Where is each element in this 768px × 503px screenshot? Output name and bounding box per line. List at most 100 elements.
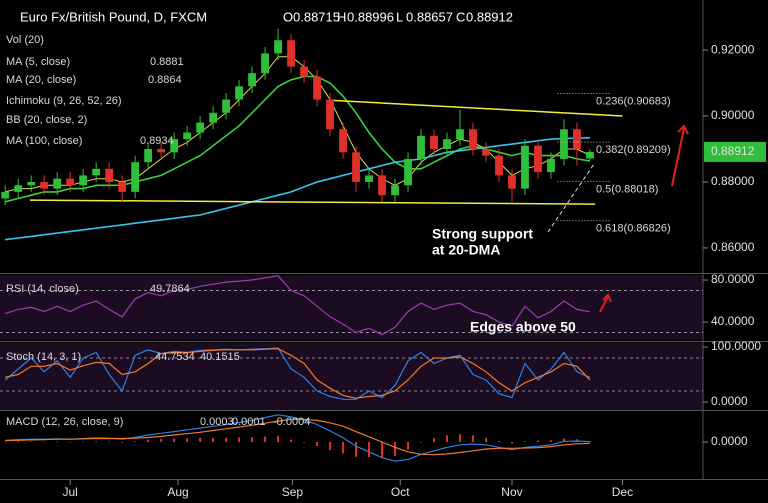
y-tick-label: 0.86000 xyxy=(711,240,755,254)
candle-body xyxy=(118,181,127,192)
histogram-bar xyxy=(407,442,410,450)
ohlc-value: 0.88715 xyxy=(293,9,340,24)
candle-body xyxy=(482,149,490,156)
legend-value: 44.7534 xyxy=(155,351,195,363)
candle-body xyxy=(274,40,282,54)
panel-title: MACD (12, 26, close, 9) xyxy=(6,416,123,428)
legend-value: 49.7864 xyxy=(150,283,190,295)
price-tag xyxy=(704,141,766,162)
candle-body xyxy=(391,185,399,196)
legend-label: MA (20, close) xyxy=(6,74,76,86)
fib-label: 0.236(0.90683) xyxy=(596,95,671,107)
histogram-bar xyxy=(277,435,280,443)
candle-body xyxy=(404,158,412,186)
histogram-bar xyxy=(225,437,228,443)
series-line xyxy=(5,56,591,193)
candle-body xyxy=(53,178,62,189)
histogram-bar xyxy=(316,442,319,447)
candle-body xyxy=(235,86,243,100)
ohlc-key: H xyxy=(337,9,346,24)
candle-body xyxy=(196,122,205,133)
stoch-panel-bg xyxy=(0,343,703,410)
panel-title: RSI (14, close) xyxy=(6,283,79,295)
annotation: Edges above 50 xyxy=(470,319,576,335)
indicator-label: BB (20, close, 2) xyxy=(6,114,87,126)
histogram-bar xyxy=(264,436,267,443)
histogram-bar xyxy=(69,442,72,443)
indicator-label: Ichimoku (9, 26, 52, 26) xyxy=(6,95,122,107)
candle-body xyxy=(378,175,386,196)
histogram-bar xyxy=(471,435,474,443)
candle-body xyxy=(287,40,295,67)
histogram-bar xyxy=(43,441,46,443)
histogram-bar xyxy=(303,442,306,443)
candle-body xyxy=(1,191,10,199)
histogram-bar xyxy=(342,442,345,454)
histogram-bar xyxy=(56,441,59,443)
candle-body xyxy=(105,168,114,182)
candle-body xyxy=(170,139,179,153)
histogram-bar xyxy=(355,442,358,457)
fib-label: 0.5(0.88018) xyxy=(596,183,658,195)
arrow xyxy=(671,124,689,187)
candle-body xyxy=(157,149,166,153)
x-tick-label: Dec xyxy=(612,485,633,499)
histogram-bar xyxy=(186,438,189,443)
chart-title: Euro Fx/British Pound, D, FXCM xyxy=(20,9,207,24)
candle-body xyxy=(365,175,373,182)
series-line xyxy=(5,275,591,336)
candle-body xyxy=(495,155,503,176)
ohlc-key: O xyxy=(283,9,293,24)
histogram-bar xyxy=(199,437,202,443)
histogram-bar xyxy=(108,441,111,443)
candle-body xyxy=(261,53,269,74)
candle-body xyxy=(352,152,360,182)
price-tag-label: 0.88912 xyxy=(711,144,755,158)
legend-value: 0.8881 xyxy=(150,56,184,68)
histogram-bar xyxy=(147,439,150,443)
y-tick-label: 0.88000 xyxy=(711,174,755,188)
histogram-bar xyxy=(484,437,487,443)
candle-body xyxy=(300,66,308,77)
fib-label: 0.382(0.89209) xyxy=(596,144,671,156)
candle-body xyxy=(248,73,256,87)
series-line xyxy=(5,137,590,241)
y-tick-label: 80.0000 xyxy=(711,272,755,286)
candle-body xyxy=(326,99,334,130)
legend-value: 0.0003 xyxy=(200,416,234,428)
histogram-bar xyxy=(433,438,436,443)
histogram-bar xyxy=(588,440,591,443)
candle-body xyxy=(131,162,140,192)
ohlc-key: C xyxy=(456,9,465,24)
histogram-bar xyxy=(549,440,552,443)
candle-body xyxy=(456,129,464,140)
histogram-bar xyxy=(368,442,371,458)
y-tick-label: 100.0000 xyxy=(711,339,761,353)
candle-body xyxy=(79,175,88,186)
candle-body xyxy=(27,181,36,186)
histogram-bar xyxy=(95,441,98,443)
candle-body xyxy=(560,129,568,159)
fib-label: 0.618(0.86826) xyxy=(596,223,671,235)
candle-body xyxy=(469,129,477,150)
histogram-bar xyxy=(446,435,449,443)
y-tick-label: 0.0000 xyxy=(711,434,748,448)
histogram-bar xyxy=(510,442,513,444)
x-tick-label: Nov xyxy=(501,485,522,499)
histogram-bar xyxy=(134,441,137,443)
candle-body xyxy=(534,145,542,173)
series-line xyxy=(5,75,591,203)
candle-body xyxy=(66,178,75,186)
histogram-bar xyxy=(394,442,397,456)
histogram-bar xyxy=(290,439,293,443)
legend-value: 0.0001 xyxy=(232,416,266,428)
y-tick-label: 40.0000 xyxy=(711,314,755,328)
series-line xyxy=(5,418,590,456)
histogram-bar xyxy=(251,437,254,443)
ohlc-value: 0.88657 xyxy=(406,9,453,24)
trendline xyxy=(330,99,623,117)
candle-body xyxy=(40,181,49,189)
legend-value: 0.8864 xyxy=(148,74,182,86)
candle-body xyxy=(92,168,101,176)
